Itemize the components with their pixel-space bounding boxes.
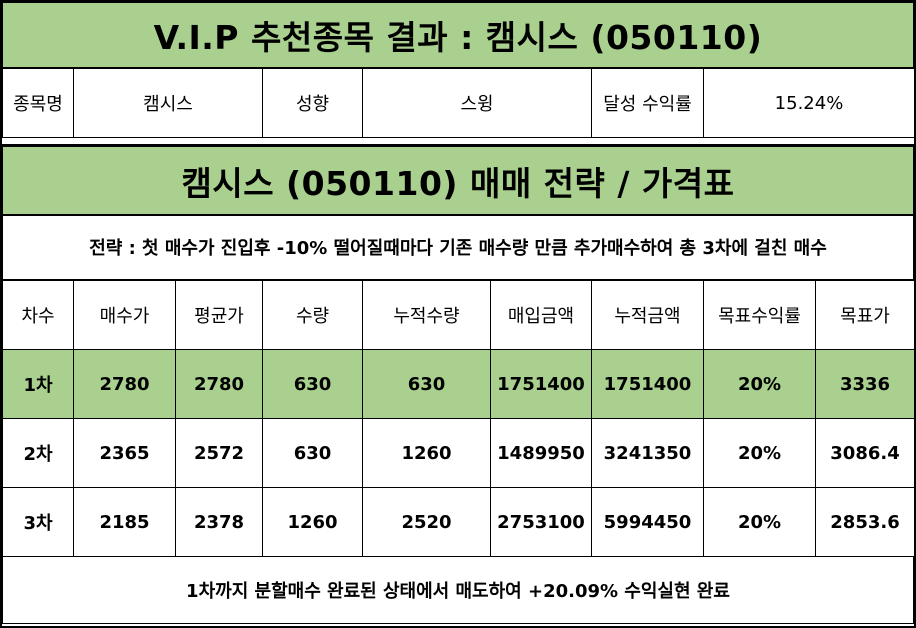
table-row: 3차 2185 2378 1260 2520 2753100 5994450 2… (2, 487, 915, 557)
strategy-title-bar: 캠시스 (050110) 매매 전략 / 가격표 (2, 144, 914, 216)
cell-buy-amount: 1751400 (490, 349, 592, 419)
cell-buy-price: 2365 (73, 418, 176, 488)
table-header-row: 차수 매수가 평균가 수량 누적수량 매입금액 누적금액 목표수익률 목표가 (2, 280, 915, 350)
cell-target-return: 20% (703, 487, 816, 557)
cell-buy-amount: 1489950 (490, 418, 592, 488)
header-target-return: 목표수익률 (703, 280, 816, 350)
header-avg-price: 평균가 (175, 280, 263, 350)
strategy-title: 캠시스 (050110) 매매 전략 / 가격표 (2, 144, 914, 216)
cell-quantity: 1260 (262, 487, 363, 557)
label-achieved-return: 달성 수익률 (591, 68, 704, 138)
cell-avg-price: 2780 (175, 349, 263, 419)
cell-cum-quantity: 630 (362, 349, 491, 419)
result-title: V.I.P 추천종목 결과 : 캠시스 (050110) (2, 2, 914, 68)
cell-buy-price: 2185 (73, 487, 176, 557)
header-buy-amount: 매입금액 (490, 280, 592, 350)
cell-buy-amount: 2753100 (490, 487, 592, 557)
strategy-description-row: 전략 : 첫 매수가 진입후 -10% 떨어질때마다 기존 매수량 만큼 추가매… (2, 214, 914, 280)
cell-cum-amount: 1751400 (591, 349, 704, 419)
header-cum-amount: 누적금액 (591, 280, 704, 350)
price-table: 차수 매수가 평균가 수량 누적수량 매입금액 누적금액 목표수익률 목표가 1… (2, 280, 915, 557)
cell-cum-quantity: 2520 (362, 487, 491, 557)
cell-cum-quantity: 1260 (362, 418, 491, 488)
cell-target-price: 2853.6 (815, 487, 915, 557)
table-row: 1차 2780 2780 630 630 1751400 1751400 20%… (2, 349, 915, 419)
cell-round: 2차 (2, 418, 74, 488)
header-round: 차수 (2, 280, 74, 350)
cell-cum-amount: 5994450 (591, 487, 704, 557)
cell-target-price: 3336 (815, 349, 915, 419)
stock-info-row: 종목명 캠시스 성향 스윙 달성 수익률 15.24% (2, 68, 915, 138)
trading-style: 스윙 (362, 68, 592, 138)
table-row: 2차 2365 2572 630 1260 1489950 3241350 20… (2, 418, 915, 488)
achieved-return: 15.24% (703, 68, 915, 138)
result-title-bar: V.I.P 추천종목 결과 : 캠시스 (050110) (2, 2, 914, 68)
result-footer-row: 1차까지 분할매수 완료된 상태에서 매도하여 +20.09% 수익실현 완료 (2, 556, 914, 624)
stock-name: 캠시스 (73, 68, 263, 138)
cell-round: 3차 (2, 487, 74, 557)
cell-buy-price: 2780 (73, 349, 176, 419)
label-trading-style: 성향 (262, 68, 363, 138)
result-summary: 1차까지 분할매수 완료된 상태에서 매도하여 +20.09% 수익실현 완료 (2, 556, 914, 624)
cell-round: 1차 (2, 349, 74, 419)
cell-target-return: 20% (703, 418, 816, 488)
strategy-text: 전략 : 첫 매수가 진입후 -10% 떨어질때마다 기존 매수량 만큼 추가매… (2, 214, 914, 280)
label-stock-name: 종목명 (2, 68, 74, 138)
header-buy-price: 매수가 (73, 280, 176, 350)
header-cum-quantity: 누적수량 (362, 280, 491, 350)
cell-quantity: 630 (262, 349, 363, 419)
cell-quantity: 630 (262, 418, 363, 488)
cell-avg-price: 2378 (175, 487, 263, 557)
cell-target-price: 3086.4 (815, 418, 915, 488)
cell-target-return: 20% (703, 349, 816, 419)
cell-avg-price: 2572 (175, 418, 263, 488)
cell-cum-amount: 3241350 (591, 418, 704, 488)
header-target-price: 목표가 (815, 280, 915, 350)
header-quantity: 수량 (262, 280, 363, 350)
